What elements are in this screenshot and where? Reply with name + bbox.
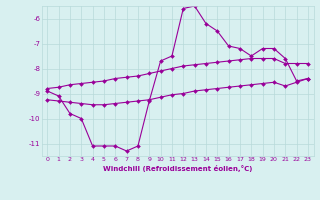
X-axis label: Windchill (Refroidissement éolien,°C): Windchill (Refroidissement éolien,°C) (103, 165, 252, 172)
